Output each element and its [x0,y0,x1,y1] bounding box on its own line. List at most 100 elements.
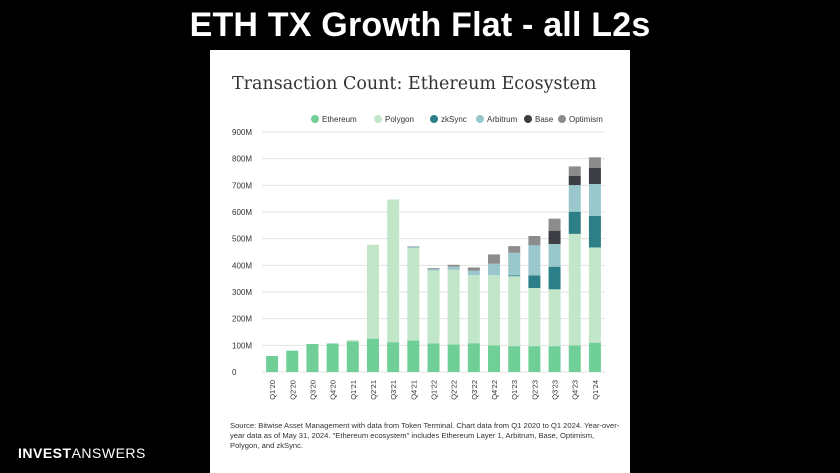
bar-segment-polygon [568,233,581,346]
source-note: Source: Bitwise Asset Management with da… [230,421,620,450]
bar-segment-ethereum [427,343,440,372]
bar-segment-arbitrum [568,185,581,212]
legend-swatch [374,115,382,123]
bar-segment-optimism [467,267,480,271]
bar-segment-ethereum [326,343,339,372]
bar-segment-ethereum [447,344,460,372]
brand-logo: INVESTANSWERS [18,445,146,461]
bar-segment-optimism [427,268,440,269]
x-tick-label: Q4'22 [490,380,499,400]
x-tick-label: Q3'23 [551,380,560,400]
bar-segment-ethereum [548,346,561,372]
x-tick-label: Q1'24 [591,380,600,400]
bar-segment-base [588,168,601,184]
slide-title: ETH TX Growth Flat - all L2s [189,6,651,44]
legend-swatch [476,115,484,123]
bar-segment-ethereum [387,342,400,372]
x-tick-label: Q2'21 [369,380,378,400]
y-tick-label: 400M [232,261,252,270]
legend-label: Polygon [385,115,414,124]
bar-segment-ethereum [286,350,299,372]
bar-segment-ethereum [266,356,279,372]
x-tick-label: Q3'21 [389,380,398,400]
y-tick-label: 100M [232,341,252,350]
legend-label: Ethereum [322,115,357,124]
x-tick-label: Q4'23 [571,380,580,400]
bar-segment-ethereum [528,346,541,372]
x-tick-label: Q1'20 [268,380,277,400]
bar-segment-optimism [588,157,601,168]
y-tick-label: 300M [232,288,252,297]
chart-title: Transaction Count: Ethereum Ecosystem [232,74,597,94]
x-tick-label: Q4'20 [329,380,338,400]
bar-segment-polygon [447,269,460,345]
bar-segment-polygon [407,248,420,341]
legend-swatch [558,115,566,123]
bar-segment-arbitrum [508,252,521,276]
legend-label: zkSync [441,115,467,124]
y-tick-label: 600M [232,208,252,217]
bar-segment-polygon [346,340,359,342]
y-tick-label: 700M [232,181,252,190]
bar-segment-arbitrum [407,246,420,248]
y-tick-label: 0 [232,368,237,377]
bar-segment-polygon [548,289,561,347]
bar-segment-ethereum [306,344,319,372]
bar-segment-polygon [588,247,601,343]
bar-segment-ethereum [366,338,379,372]
bar-segment-ethereum [568,345,581,372]
bar-segment-arbitrum [447,266,460,270]
stacked-bar-chart: 0 100M 200M 300M 400M 500M 600M 700M 800M 900M Q1'… [232,115,605,400]
x-tick-label: Q1'21 [349,380,358,400]
bar-segment-arbitrum [427,268,440,271]
bar-segment-ethereum [407,340,420,372]
chart-panel: Transaction Count: Ethereum Ecosystem 0 1… [210,50,630,473]
y-tick-label: 200M [232,315,252,324]
bar-segment-zksync [548,266,561,290]
x-tick-label: Q1'22 [430,380,439,400]
bar-segment-optimism [508,246,521,253]
y-tick-label: 800M [232,155,252,164]
bar-segment-zksync [508,275,521,277]
x-tick-label: Q2'20 [288,380,297,400]
brand-invest: INVEST [18,445,72,461]
bar-segment-optimism [528,236,541,246]
bar-segment-polygon [467,275,480,344]
bar-segment-optimism [488,254,501,264]
bar-segment-optimism [407,246,420,247]
x-tick-label: Q2'23 [530,380,539,400]
bar-segment-polygon [488,275,501,346]
legend-label: Arbitrum [487,115,518,124]
bar-segment-optimism [548,218,561,231]
bar-segment-base [548,230,561,244]
x-tick-label: Q3'20 [308,380,317,400]
bar-segment-zksync [568,211,581,234]
bar-segment-polygon [508,276,521,347]
bar-segment-ethereum [467,343,480,372]
bar-segment-arbitrum [548,244,561,267]
legend-label: Optimism [569,115,603,124]
bar-segment-polygon [366,244,379,339]
x-tick-label: Q2'22 [450,380,459,400]
brand-answers: ANSWERS [71,445,146,461]
bar-segment-arbitrum [467,270,480,276]
legend-swatch [430,115,438,123]
bar-segment-zksync [588,216,601,248]
bar-segment-optimism [568,166,581,176]
legend-swatch [311,115,319,123]
x-tick-label: Q1'23 [510,380,519,400]
bar-segment-arbitrum [528,245,541,276]
legend-swatch [524,115,532,123]
bar-segment-arbitrum [488,263,501,276]
x-tick-label: Q3'22 [470,380,479,400]
bar-segment-optimism [447,264,460,267]
bar-segment-base [568,175,581,186]
y-tick-label: 500M [232,235,252,244]
bar-segment-polygon [427,270,440,344]
bar-segment-ethereum [588,342,601,372]
bar-segment-ethereum [508,346,521,372]
x-tick-label: Q4'21 [409,380,418,400]
y-tick-label: 900M [232,128,252,137]
bar-segment-ethereum [488,345,501,372]
bar-segment-polygon [528,288,541,347]
